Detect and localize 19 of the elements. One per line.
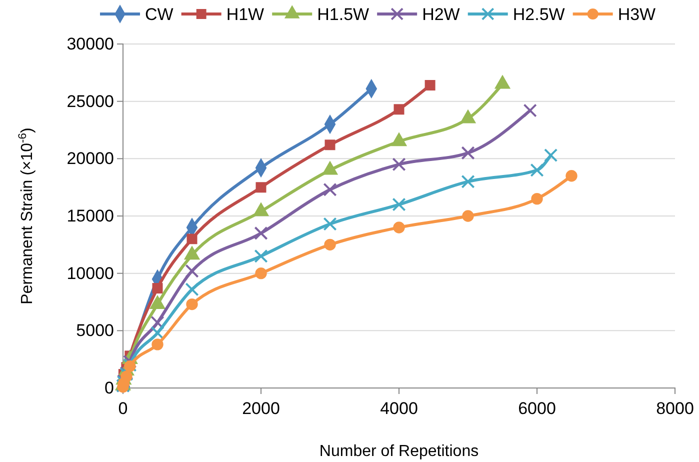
y-tick-label: 5000 [76,321,114,340]
legend-label: H1.5W [317,5,370,24]
x-tick-label: 4000 [380,399,418,418]
legend-label: H2W [422,5,460,24]
y-tick-label: 0 [104,378,114,398]
legend-label: CW [145,5,174,24]
y-tick-label: 20000 [66,149,114,168]
x-tick-label: 2000 [242,399,280,418]
legend-label: H1W [226,5,264,24]
y-tick-label: 25000 [66,92,114,111]
y-tick-label: 15000 [66,206,114,226]
y-tick-label: 10000 [66,264,114,283]
x-tick-label: 0 [118,399,128,418]
x-tick-label: 8000 [656,399,694,418]
y-tick-label: 30000 [66,34,114,54]
x-tick-label: 6000 [518,399,556,418]
legend-label: H3W [618,5,656,24]
legend-label: H2.5W [512,5,565,24]
x-axis-title: Number of Repetitions [319,443,479,460]
